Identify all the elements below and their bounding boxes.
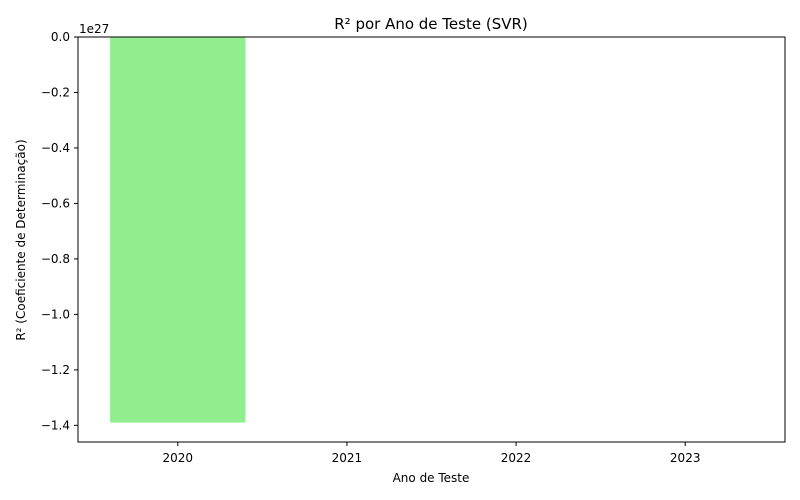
y-tick-label: −1.4 xyxy=(41,418,70,432)
y-axis-offset-label: 1e27 xyxy=(79,22,109,36)
y-tick-label: −0.4 xyxy=(41,141,70,155)
x-tick-label: 2022 xyxy=(501,451,532,465)
x-tick-label: 2020 xyxy=(163,451,194,465)
bar-2020 xyxy=(110,37,246,423)
x-tick-label: 2021 xyxy=(332,451,363,465)
plot-area: 0.0 −0.2 −0.4 −0.6 −0.8 −1.0 −1.2 −1.4 2020 2021 2… xyxy=(41,30,786,465)
y-tick-label: −1.0 xyxy=(41,307,70,321)
x-axis-label: Ano de Teste xyxy=(393,471,470,485)
y-tick-label: −1.2 xyxy=(41,363,70,377)
chart-title: R² por Ano de Teste (SVR) xyxy=(334,15,528,33)
y-axis-label: R² (Coeficiente de Determinação) xyxy=(14,139,28,340)
y-tick-label: −0.8 xyxy=(41,252,70,266)
y-tick-label: −0.6 xyxy=(41,196,70,210)
plot-frame xyxy=(77,36,786,443)
x-tick-label: 2023 xyxy=(670,451,701,465)
y-tick-label: 0.0 xyxy=(51,30,70,44)
y-tick-label: −0.2 xyxy=(41,85,70,99)
